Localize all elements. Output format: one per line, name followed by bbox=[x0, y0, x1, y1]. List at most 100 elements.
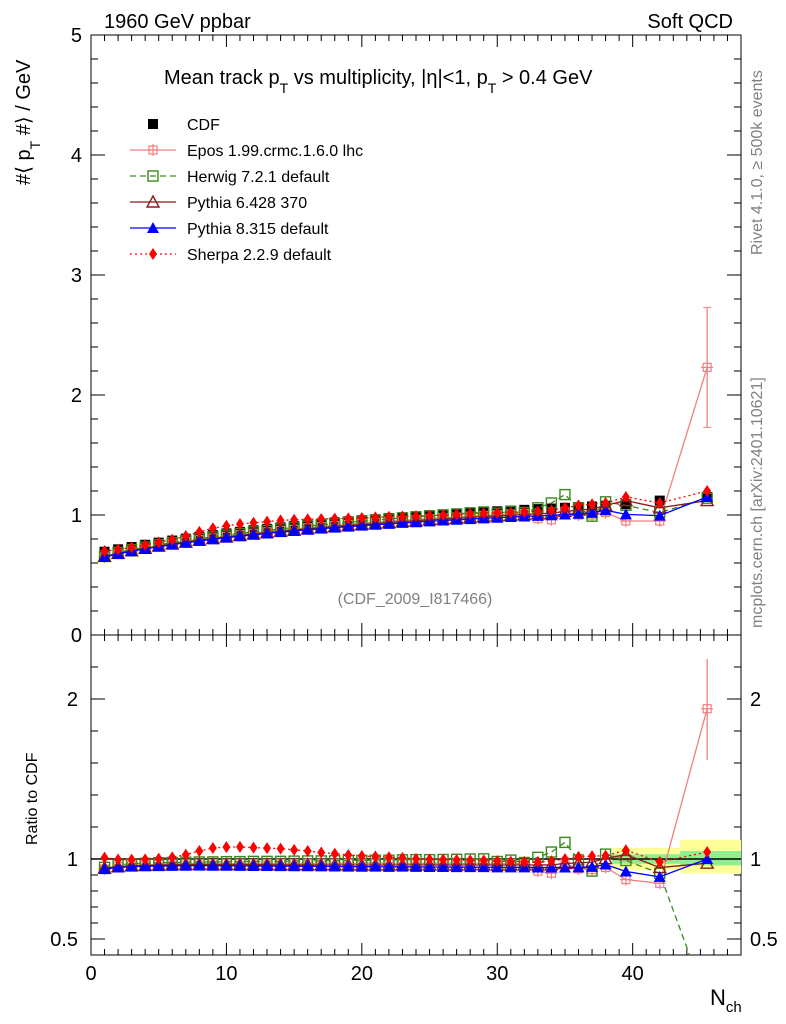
ratio-point-pythia8 bbox=[450, 861, 463, 873]
ratio-point-pythia8 bbox=[152, 860, 165, 872]
point-pythia8 bbox=[572, 507, 585, 519]
legend-label-pythia6: Pythia 6.428 370 bbox=[187, 195, 307, 212]
point-pythia8 bbox=[599, 504, 612, 516]
ratio-point-pythia6 bbox=[618, 847, 634, 861]
ratio-y-tick-label: 1 bbox=[67, 849, 78, 871]
ratio-point-sherpa bbox=[154, 852, 163, 865]
point-sherpa bbox=[371, 511, 380, 524]
ratio-point-sherpa bbox=[493, 855, 502, 868]
x-tick-label: 20 bbox=[351, 963, 373, 985]
ratio-plot-series bbox=[97, 659, 715, 956]
point-pythia8 bbox=[586, 506, 599, 518]
point-pythia8 bbox=[315, 522, 328, 534]
ratio-point-pythia8 bbox=[355, 860, 368, 872]
y-tick-label: 3 bbox=[71, 265, 82, 287]
analysis-id: (CDF_2009_I817466) bbox=[338, 591, 493, 608]
ratio-point-sherpa bbox=[425, 853, 434, 866]
point-sherpa bbox=[493, 506, 502, 519]
ratio-y-tick-label-right: 1 bbox=[750, 849, 761, 871]
ratio-point-sherpa bbox=[479, 854, 488, 867]
x-tick-label: 0 bbox=[85, 963, 96, 985]
point-sherpa bbox=[479, 507, 488, 520]
header-left: 1960 GeV ppbar bbox=[104, 11, 251, 33]
point-sherpa bbox=[466, 507, 475, 520]
point-sherpa bbox=[181, 530, 190, 542]
ratio-point-sherpa bbox=[533, 855, 542, 868]
legend-label-epos: Epos 1.99.crmc.1.6.0 lhc bbox=[187, 143, 363, 160]
ratio-point-pythia8 bbox=[288, 860, 301, 872]
point-sherpa bbox=[168, 533, 177, 546]
ratio-point-pythia8 bbox=[369, 860, 382, 872]
ratio-point-sherpa bbox=[344, 848, 353, 861]
ratio-point-sherpa bbox=[249, 841, 258, 854]
point-sherpa bbox=[127, 541, 136, 554]
point-pythia8 bbox=[179, 536, 192, 548]
ratio-point-sherpa bbox=[439, 853, 448, 866]
ratio-point-pythia8 bbox=[437, 860, 450, 872]
mcplots-label: mcplots.cern.ch [arXiv:2401.10621] bbox=[749, 377, 766, 628]
ratio-point-pythia8 bbox=[301, 860, 314, 872]
ratio-point-sherpa bbox=[560, 853, 569, 865]
point-pythia8 bbox=[274, 526, 287, 538]
point-pythia8 bbox=[301, 523, 314, 535]
point-sherpa bbox=[141, 539, 150, 551]
ratio-line-sherpa bbox=[104, 846, 708, 863]
legend: CDF Epos 1.99.crmc.1.6.0 lhc Herwig 7.2.1 … bbox=[130, 117, 363, 264]
ratio-point-sherpa bbox=[114, 853, 123, 866]
ratio-point-sherpa bbox=[412, 852, 420, 865]
point-pythia8 bbox=[382, 517, 395, 529]
ratio-point-sherpa bbox=[276, 842, 285, 855]
main-plot-series bbox=[97, 306, 715, 563]
ratio-point-pythia8 bbox=[619, 865, 632, 877]
ratio-point-sherpa bbox=[141, 853, 150, 866]
point-pythia8 bbox=[355, 519, 368, 531]
point-pythia8 bbox=[220, 531, 233, 543]
ratio-point-sherpa bbox=[520, 855, 529, 868]
header-right: Soft QCD bbox=[647, 11, 733, 33]
point-pythia8 bbox=[328, 521, 341, 533]
point-sherpa bbox=[195, 525, 204, 538]
series-line-pythia6 bbox=[104, 499, 708, 558]
point-sherpa bbox=[317, 512, 326, 525]
ratio-point-sherpa bbox=[100, 851, 109, 864]
y-axis-label: #⟨ pT #⟩ / GeV bbox=[13, 59, 43, 185]
point-sherpa bbox=[357, 512, 366, 524]
ratio-point-pythia8 bbox=[193, 859, 206, 871]
ratio-point-sherpa bbox=[317, 846, 326, 859]
legend-marker-data bbox=[148, 119, 158, 129]
y-tick-label: 0 bbox=[71, 625, 82, 647]
ratio-point-sherpa bbox=[208, 842, 217, 855]
ratio-point-pythia8 bbox=[464, 861, 477, 873]
ratio-point-pythia8 bbox=[233, 859, 246, 871]
ratio-point-sherpa bbox=[222, 841, 231, 854]
ratio-point-pythia8 bbox=[98, 863, 111, 875]
ratio-point-sherpa bbox=[547, 855, 556, 868]
ratio-point-pythia8 bbox=[572, 861, 585, 873]
point-pythia8 bbox=[619, 508, 632, 520]
point-sherpa bbox=[208, 522, 217, 535]
ratio-point-sherpa bbox=[506, 855, 515, 868]
point-sherpa bbox=[601, 497, 610, 509]
ratio-point-sherpa bbox=[452, 853, 461, 866]
ratio-point-pythia8 bbox=[261, 860, 274, 872]
ratio-point-sherpa bbox=[357, 849, 366, 862]
ratio-point-sherpa bbox=[384, 851, 393, 864]
ratio-point-sherpa bbox=[181, 848, 190, 861]
legend-label-herwig: Herwig 7.2.1 default bbox=[187, 169, 330, 186]
ratio-y-axis-label: Ratio to CDF bbox=[24, 752, 41, 845]
ratio-plot-frame bbox=[90, 634, 742, 956]
ratio-point-sherpa bbox=[168, 851, 177, 864]
ratio-point-sherpa bbox=[330, 847, 339, 860]
point-sherpa bbox=[703, 485, 712, 497]
ratio-point-sherpa bbox=[290, 843, 299, 856]
x-tick-label: 10 bbox=[215, 963, 237, 985]
ratio-point-sherpa bbox=[466, 854, 475, 867]
ratio-point-pythia8 bbox=[396, 860, 409, 872]
point-sherpa bbox=[303, 513, 312, 526]
ratio-point-pythia8 bbox=[599, 858, 612, 870]
rivet-label: Rivet 4.1.0, ≥ 500k events bbox=[749, 70, 766, 255]
ratio-point-sherpa bbox=[195, 844, 204, 857]
point-sherpa bbox=[621, 491, 630, 503]
x-tick-label: 40 bbox=[622, 963, 644, 985]
ratio-point-pythia8 bbox=[342, 860, 355, 872]
